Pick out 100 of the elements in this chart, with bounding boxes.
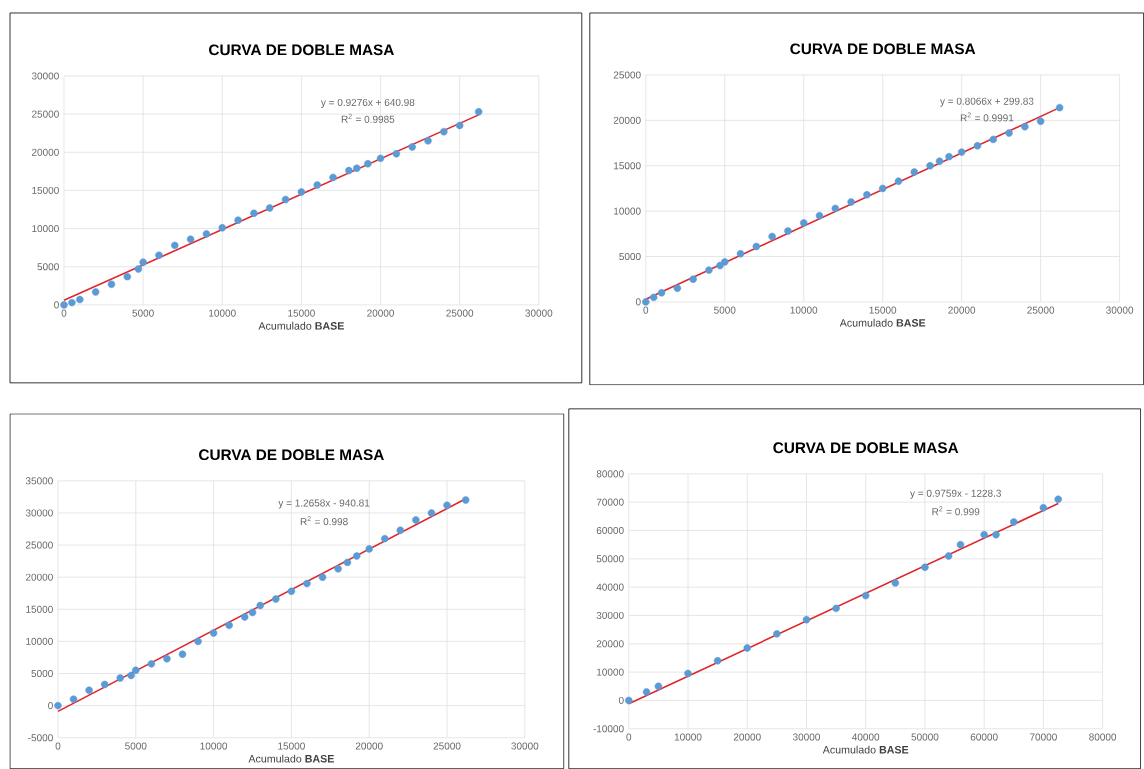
point bbox=[54, 701, 62, 710]
y-tick-label: 20000 bbox=[25, 573, 53, 581]
x-tick-label: 20000 bbox=[367, 309, 395, 317]
point bbox=[91, 288, 100, 296]
point bbox=[85, 686, 93, 694]
x-tick-label: 15000 bbox=[288, 309, 315, 317]
x-tick-label: 5000 bbox=[125, 742, 147, 750]
x-axis-title: Acumulado BASE bbox=[839, 318, 926, 327]
point bbox=[123, 272, 132, 281]
point bbox=[218, 224, 226, 232]
point bbox=[705, 266, 713, 274]
point bbox=[831, 204, 840, 213]
point bbox=[396, 526, 405, 534]
x-tick-label: 70000 bbox=[1030, 733, 1057, 741]
point bbox=[657, 289, 666, 297]
point bbox=[297, 188, 306, 196]
point bbox=[1054, 495, 1062, 503]
point bbox=[815, 211, 824, 220]
point bbox=[147, 660, 156, 668]
x-tick-label: 25000 bbox=[433, 742, 461, 750]
y-tick-label: 15000 bbox=[614, 162, 641, 170]
x-tick-label: 40000 bbox=[852, 733, 880, 741]
point bbox=[272, 595, 280, 603]
point bbox=[752, 242, 761, 251]
point bbox=[132, 666, 140, 674]
point bbox=[303, 579, 311, 588]
point bbox=[989, 135, 997, 144]
y-tick-label: -10000 bbox=[593, 725, 624, 733]
point bbox=[847, 198, 855, 206]
chart-title: CURVA DE DOBLE MASA bbox=[790, 43, 976, 55]
y-tick-label: 35000 bbox=[25, 477, 53, 485]
point bbox=[424, 137, 432, 145]
point bbox=[318, 573, 327, 581]
point bbox=[440, 127, 448, 136]
y-tick-label: 70000 bbox=[596, 498, 624, 506]
point bbox=[1005, 129, 1013, 137]
point bbox=[894, 177, 903, 185]
point bbox=[209, 629, 218, 637]
point bbox=[713, 656, 722, 665]
point bbox=[721, 258, 729, 266]
point bbox=[878, 184, 887, 193]
x-tick-label: 20000 bbox=[733, 733, 761, 741]
chart-title: CURVA DE DOBLE MASA bbox=[773, 442, 959, 454]
point bbox=[1021, 122, 1029, 131]
point bbox=[163, 654, 171, 663]
point bbox=[353, 164, 361, 172]
point bbox=[69, 695, 78, 703]
point bbox=[926, 161, 934, 170]
point bbox=[863, 190, 871, 199]
x-tick-label: 10000 bbox=[209, 309, 236, 317]
point bbox=[345, 166, 353, 175]
y-tick-label: 10000 bbox=[32, 224, 59, 233]
point bbox=[1010, 518, 1018, 526]
y-tick-label: 50000 bbox=[596, 555, 624, 563]
point bbox=[202, 230, 211, 238]
y-tick-label: 0 bbox=[618, 696, 624, 704]
chart-title: CURVA DE DOBLE MASA bbox=[199, 449, 384, 461]
x-tick-label: 5000 bbox=[714, 306, 736, 314]
point bbox=[861, 591, 870, 600]
x-tick-label: 10000 bbox=[200, 742, 228, 750]
point bbox=[127, 671, 135, 680]
y-tick-label: 10000 bbox=[597, 668, 624, 676]
point bbox=[408, 143, 416, 151]
x-tick-label: 10000 bbox=[790, 306, 818, 314]
point bbox=[973, 141, 982, 150]
point bbox=[673, 284, 682, 292]
annotation: R$^{2}$ = 0.998 bbox=[300, 516, 348, 526]
point bbox=[266, 204, 274, 212]
point bbox=[186, 235, 195, 243]
point bbox=[832, 604, 840, 613]
point bbox=[194, 637, 202, 646]
point bbox=[240, 613, 249, 621]
x-tick-label: 30000 bbox=[1106, 306, 1134, 314]
point bbox=[455, 121, 464, 130]
y-tick-label: 20000 bbox=[31, 148, 59, 156]
y-tick-label: 5000 bbox=[31, 669, 53, 677]
x-tick-label: 15000 bbox=[278, 742, 305, 750]
annotation: y = 0.9759x - 1228.3 bbox=[910, 489, 1001, 499]
point bbox=[649, 293, 658, 302]
point bbox=[935, 157, 944, 165]
x-tick-label: 20000 bbox=[948, 306, 976, 314]
point bbox=[1039, 504, 1048, 512]
y-tick-label: 20000 bbox=[596, 640, 624, 648]
point bbox=[736, 249, 745, 258]
point bbox=[957, 148, 966, 156]
point bbox=[381, 534, 389, 543]
x-tick-label: 30000 bbox=[792, 733, 820, 741]
point bbox=[910, 168, 919, 176]
point bbox=[250, 209, 258, 217]
point bbox=[642, 688, 651, 696]
point bbox=[784, 227, 792, 235]
annotation: y = 0.8066x + 299.83 bbox=[940, 97, 1034, 107]
chart-title: CURVA DE DOBLE MASA bbox=[209, 44, 394, 56]
x-tick-label: 80000 bbox=[1089, 733, 1117, 741]
x-tick-label: 10000 bbox=[674, 733, 702, 741]
y-tick-label: 40000 bbox=[596, 583, 624, 591]
point bbox=[956, 540, 965, 549]
point bbox=[155, 251, 163, 259]
y-tick-label: 60000 bbox=[596, 526, 624, 534]
point bbox=[225, 621, 233, 630]
